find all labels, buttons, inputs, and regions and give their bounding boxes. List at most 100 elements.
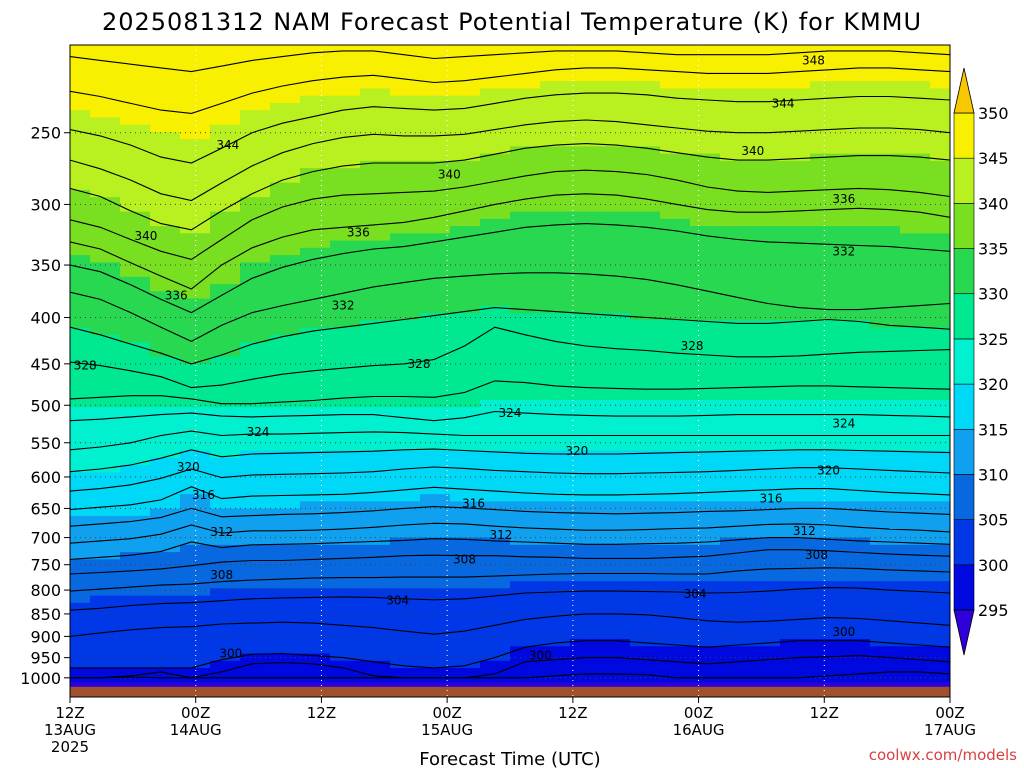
theta-cell (200, 501, 211, 510)
theta-cell (490, 327, 501, 336)
theta-cell (550, 399, 561, 408)
theta-cell (450, 240, 461, 249)
theta-cell (400, 617, 411, 626)
theta-cell (360, 363, 371, 372)
theta-cell (110, 269, 121, 278)
theta-cell (340, 501, 351, 510)
theta-cell (170, 182, 181, 191)
theta-cell (540, 443, 551, 452)
theta-cell (360, 313, 371, 321)
theta-cell (200, 639, 211, 647)
theta-cell (250, 255, 261, 263)
theta-cell (340, 146, 351, 155)
theta-cell (200, 479, 211, 488)
theta-cell (530, 168, 541, 176)
theta-cell (340, 392, 351, 401)
theta-cell (330, 168, 341, 176)
theta-cell (230, 66, 241, 75)
theta-cell (480, 131, 491, 140)
theta-cell (180, 262, 191, 271)
theta-cell (560, 450, 571, 459)
theta-cell (410, 675, 421, 684)
theta-cell (390, 276, 401, 285)
theta-cell (600, 240, 611, 249)
theta-cell (360, 450, 371, 459)
theta-cell (260, 537, 271, 546)
theta-cell (80, 508, 91, 517)
theta-cell (520, 371, 531, 379)
theta-cell (140, 95, 151, 104)
theta-cell (240, 581, 251, 589)
theta-cell (500, 334, 511, 343)
theta-cell (400, 530, 411, 539)
theta-cell (310, 450, 321, 459)
theta-cell (530, 218, 541, 227)
theta-cell (300, 646, 311, 655)
theta-cell (510, 160, 521, 169)
theta-cell (380, 486, 391, 495)
theta-cell (300, 421, 311, 430)
theta-cell (590, 682, 601, 691)
theta-cell (190, 168, 201, 176)
theta-cell (430, 414, 441, 423)
theta-cell (580, 494, 591, 502)
theta-cell (490, 160, 501, 169)
theta-cell (550, 146, 561, 155)
theta-cell (100, 573, 111, 582)
theta-cell (330, 544, 341, 553)
theta-cell (240, 110, 251, 119)
theta-cell (520, 428, 531, 437)
theta-cell (190, 117, 201, 126)
theta-cell (330, 102, 341, 111)
theta-cell (320, 327, 331, 336)
theta-cell (340, 334, 351, 343)
theta-cell (540, 544, 551, 553)
theta-cell (90, 269, 101, 278)
theta-cell (540, 349, 551, 358)
theta-cell (260, 552, 271, 560)
theta-cell (480, 327, 491, 336)
theta-cell (210, 566, 221, 575)
theta-cell (140, 204, 151, 213)
theta-cell (130, 182, 141, 191)
theta-cell (540, 399, 551, 408)
theta-cell (70, 378, 81, 387)
theta-cell (550, 544, 561, 553)
theta-cell (100, 682, 111, 691)
theta-cell (570, 682, 581, 691)
theta-cell (250, 356, 261, 365)
theta-cell (320, 59, 331, 68)
theta-cell (290, 559, 301, 568)
theta-cell (470, 88, 481, 97)
theta-cell (260, 291, 271, 300)
theta-cell (340, 537, 351, 546)
theta-cell (240, 327, 251, 336)
theta-cell (400, 59, 411, 68)
theta-cell (220, 595, 231, 604)
theta-cell (160, 110, 171, 119)
theta-cell (200, 457, 211, 466)
theta-cell (280, 363, 291, 372)
theta-cell (120, 276, 131, 285)
theta-cell (400, 624, 411, 633)
theta-cell (350, 175, 361, 184)
theta-cell (110, 117, 121, 126)
theta-cell (360, 88, 371, 97)
theta-cell (450, 450, 461, 459)
theta-cell (130, 472, 141, 481)
theta-cell (500, 581, 511, 589)
theta-cell (440, 414, 451, 423)
theta-cell (440, 146, 451, 155)
theta-cell (280, 457, 291, 466)
theta-cell (530, 559, 541, 568)
theta-cell (90, 349, 101, 358)
theta-cell (570, 378, 581, 387)
theta-cell (480, 45, 491, 53)
theta-cell (510, 501, 521, 510)
theta-cell (490, 153, 501, 162)
theta-cell (380, 530, 391, 539)
theta-cell (610, 595, 621, 604)
theta-cell (440, 189, 451, 198)
theta-cell (420, 95, 431, 104)
theta-cell (510, 602, 521, 611)
